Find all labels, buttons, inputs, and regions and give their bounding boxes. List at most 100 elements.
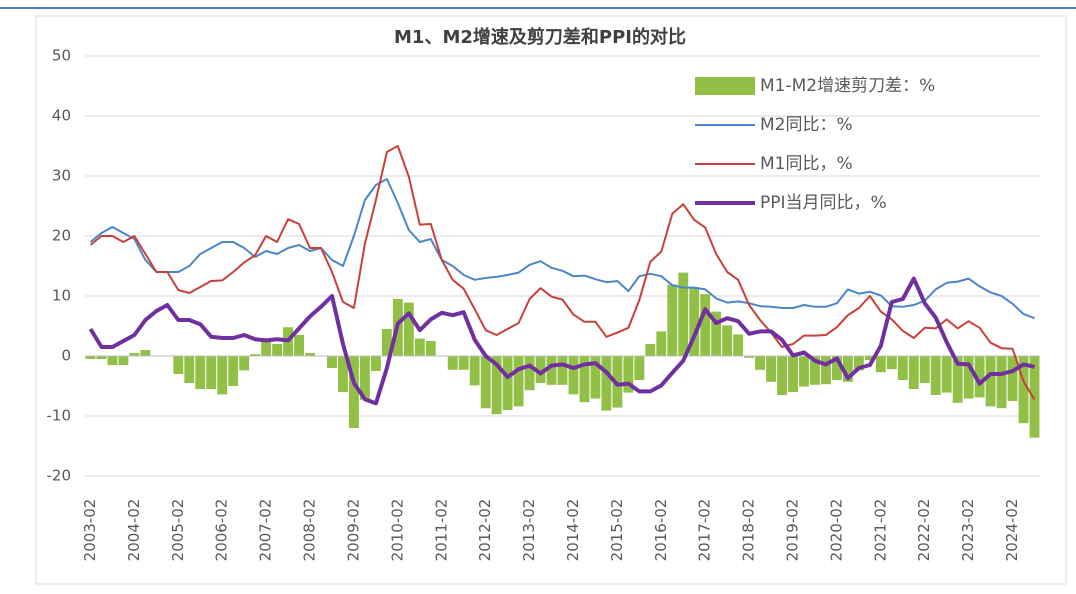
bar <box>535 356 546 383</box>
bar <box>810 356 820 385</box>
bar <box>327 356 337 368</box>
bar <box>195 356 206 389</box>
bar <box>689 288 700 356</box>
y-tick-label: -10 <box>47 407 72 425</box>
bar <box>952 356 963 403</box>
bar <box>272 344 283 356</box>
legend-label: M1-M2增速剪刀差：% <box>760 76 935 96</box>
x-tick-label: 2005-02 <box>169 499 187 562</box>
bar <box>766 356 777 382</box>
bar <box>513 356 524 407</box>
legend-label: M2同比：% <box>760 115 853 135</box>
bar <box>85 356 96 359</box>
bar <box>667 284 678 356</box>
bar <box>930 356 941 395</box>
bar <box>1018 356 1029 424</box>
bar <box>568 356 579 395</box>
x-tick-label: 2019-02 <box>784 499 802 562</box>
bar <box>985 356 996 407</box>
bar <box>414 338 425 356</box>
bar <box>140 350 151 356</box>
bar <box>755 356 766 370</box>
bar <box>711 311 722 356</box>
bar <box>447 356 458 370</box>
x-tick-label: 2011-02 <box>432 499 450 562</box>
bar <box>623 356 634 393</box>
bar <box>546 356 557 385</box>
y-tick-label: -20 <box>47 467 72 485</box>
bar <box>733 334 744 356</box>
bar <box>359 356 370 400</box>
x-tick-label: 2021-02 <box>871 499 889 562</box>
bar <box>217 356 228 395</box>
y-tick-label: 20 <box>52 227 71 245</box>
x-tick-label: 2003-02 <box>81 499 99 562</box>
bar <box>678 272 689 356</box>
bar <box>381 329 392 356</box>
y-tick-label: 50 <box>52 47 71 65</box>
bar <box>700 294 711 356</box>
bar <box>722 325 733 356</box>
bar <box>228 356 239 386</box>
bar <box>480 356 491 409</box>
bar <box>919 356 930 383</box>
bar <box>579 356 590 403</box>
bar <box>799 356 809 387</box>
bar <box>777 356 787 395</box>
bar <box>129 353 140 356</box>
x-tick-label: 2015-02 <box>608 499 626 562</box>
bar <box>744 356 755 358</box>
bar <box>941 356 952 393</box>
line <box>89 145 1036 401</box>
x-tick-label: 2020-02 <box>827 499 845 562</box>
line <box>88 276 1035 406</box>
bar <box>864 356 875 361</box>
bar <box>886 356 897 370</box>
bar <box>897 356 908 380</box>
bar <box>974 356 985 398</box>
x-tick-label: 2024-02 <box>1003 499 1021 562</box>
bar <box>458 356 469 370</box>
x-tick-label: 2013-02 <box>520 499 538 562</box>
x-tick-label: 2010-02 <box>388 499 406 562</box>
bar <box>996 356 1007 409</box>
bar <box>96 356 107 359</box>
x-tick-label: 2009-02 <box>344 499 362 562</box>
bar <box>788 356 798 392</box>
bar <box>425 341 436 356</box>
line <box>89 178 1035 320</box>
bar <box>656 331 667 356</box>
bar <box>370 356 381 371</box>
x-tick-label: 2018-02 <box>740 499 758 562</box>
bar <box>502 356 513 410</box>
legend-label: M1同比，% <box>760 154 853 174</box>
chart-frame <box>35 15 1067 585</box>
bar <box>107 356 118 365</box>
bar <box>1029 356 1040 438</box>
bar <box>853 356 864 371</box>
y-tick-label: 0 <box>61 347 71 365</box>
bar <box>305 353 315 356</box>
x-tick-label: 2007-02 <box>257 499 275 562</box>
bar <box>184 356 195 383</box>
x-tick-label: 2006-02 <box>213 499 231 562</box>
bar <box>963 356 974 399</box>
bar <box>239 356 250 371</box>
bar <box>348 356 359 428</box>
bar <box>338 356 348 392</box>
x-tick-label: 2004-02 <box>125 499 143 562</box>
bar <box>601 356 612 411</box>
bar <box>118 356 129 365</box>
y-tick-label: 10 <box>52 287 71 305</box>
bar <box>294 335 304 356</box>
bar <box>821 356 831 385</box>
x-tick-label: 2022-02 <box>915 499 933 562</box>
bar <box>557 356 568 385</box>
bar <box>590 356 601 399</box>
x-tick-label: 2012-02 <box>476 499 494 562</box>
legend-label: PPI当月同比，% <box>760 193 887 213</box>
y-tick-label: 40 <box>52 107 71 125</box>
x-tick-label: 2023-02 <box>959 499 977 562</box>
x-tick-label: 2016-02 <box>652 499 670 562</box>
